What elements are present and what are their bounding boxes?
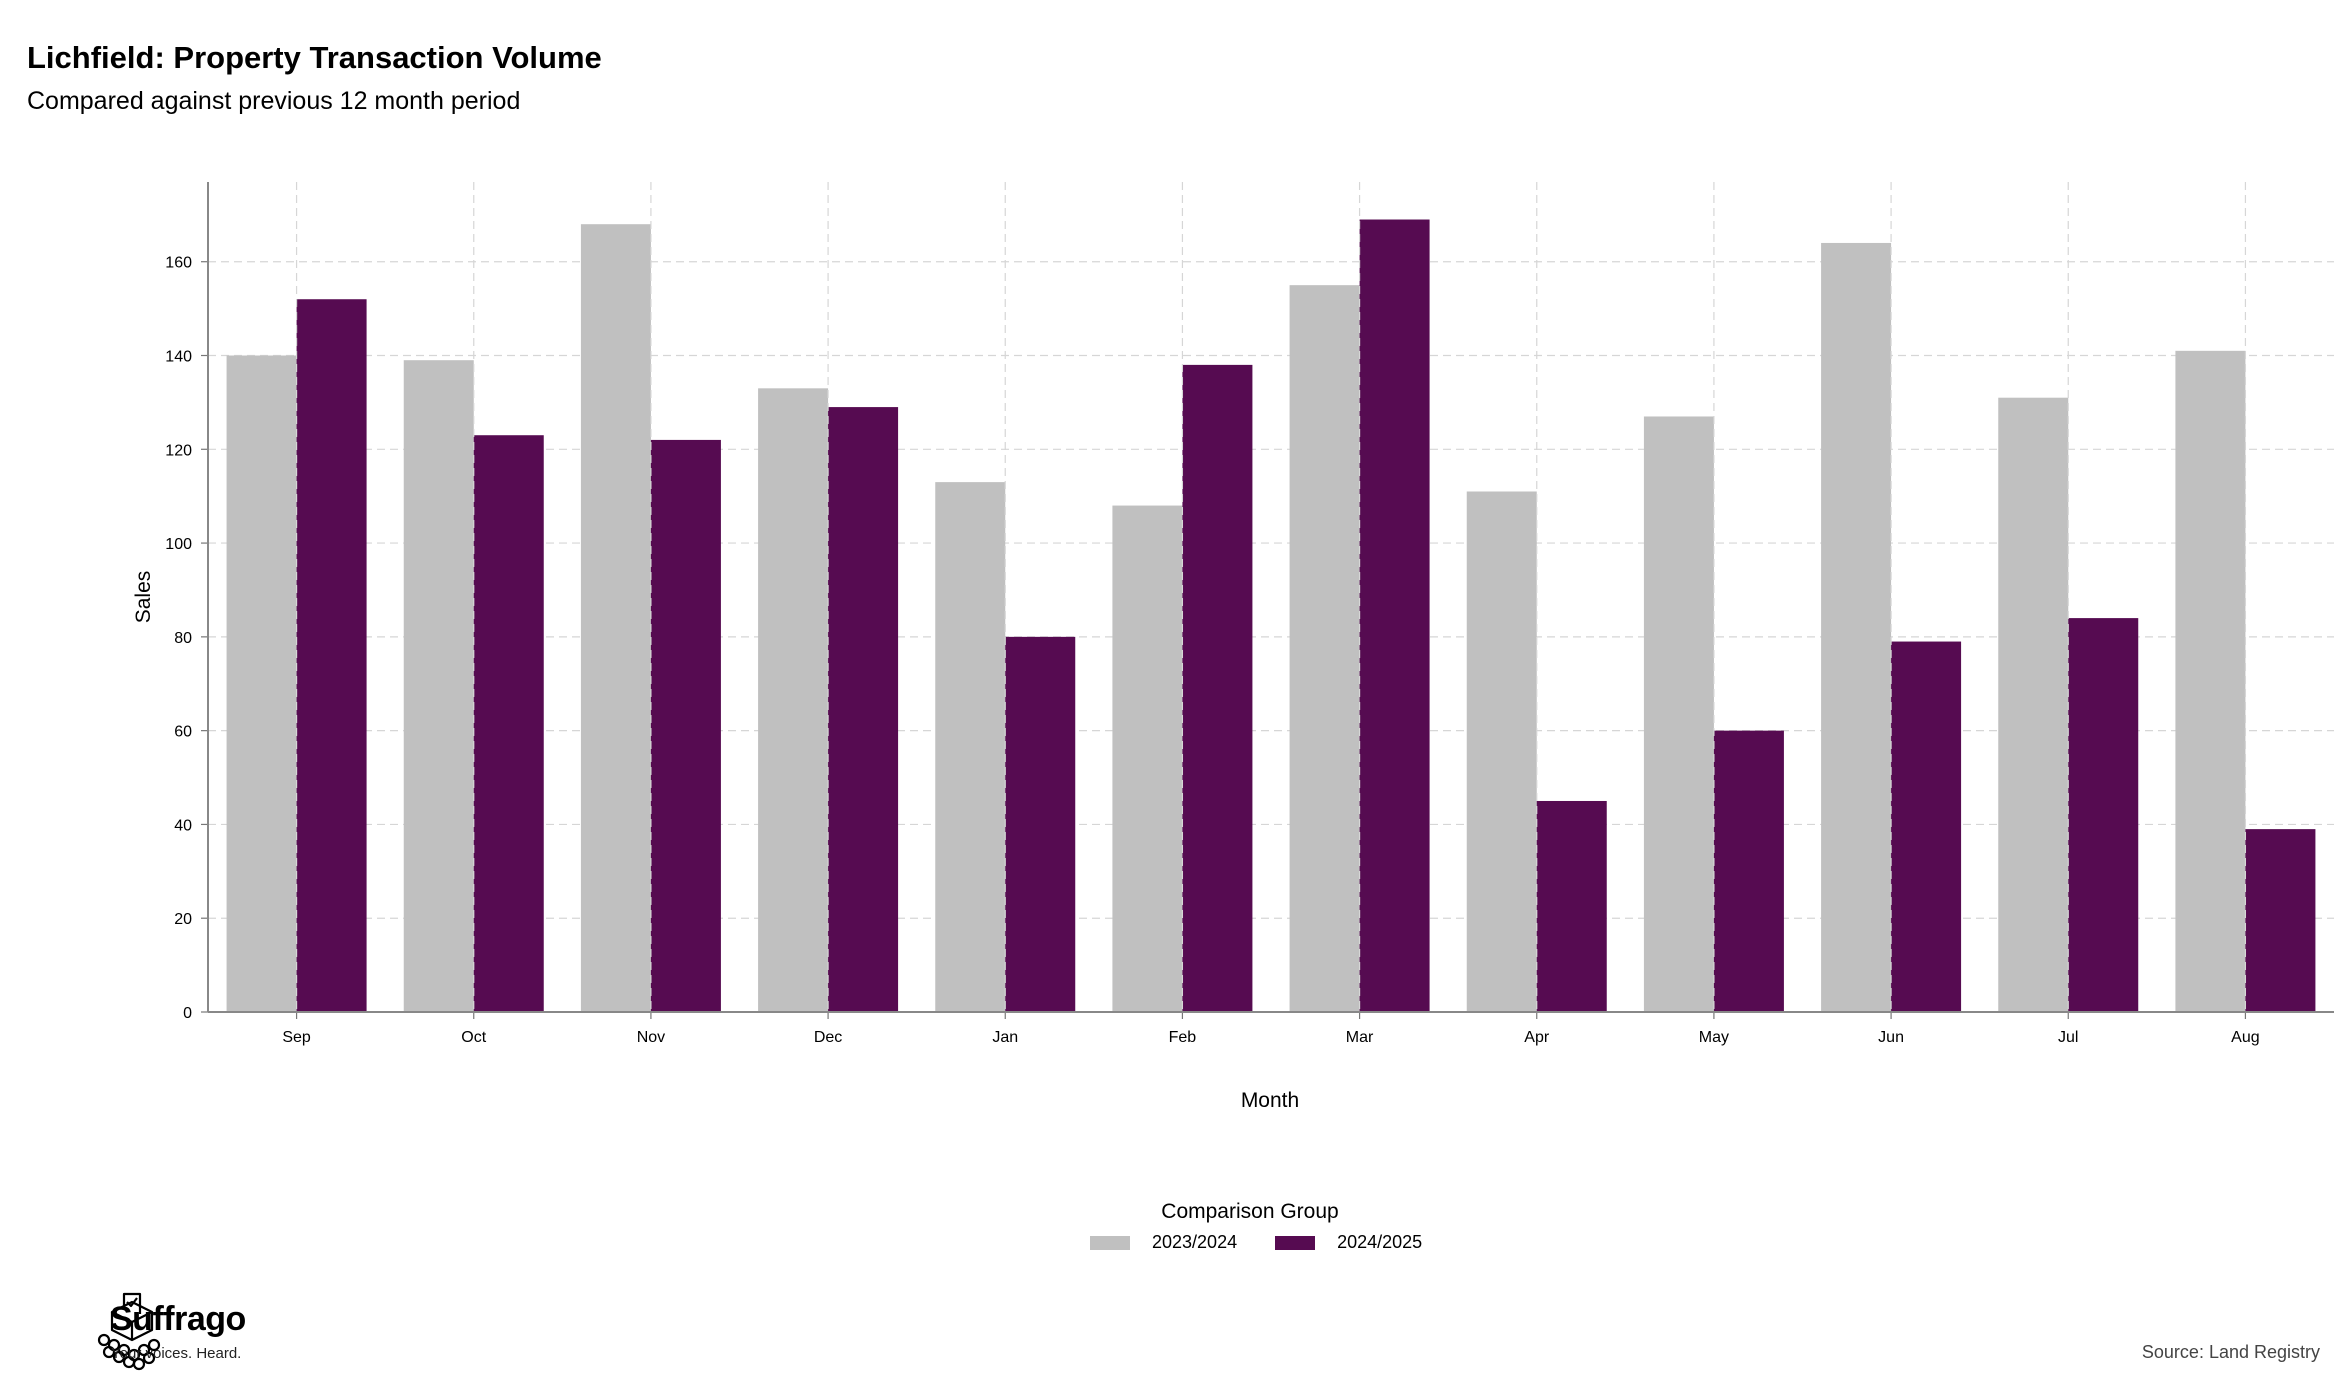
y-tick-label: 100 xyxy=(165,536,192,553)
bar-2024-2025-may xyxy=(1713,730,1784,1012)
bar-2024-2025-jan xyxy=(1005,636,1076,1012)
bar-2024-2025-aug xyxy=(2245,829,2316,1012)
x-tick-label: Aug xyxy=(2231,1029,2259,1046)
legend: Comparison Group 2023/2024 2024/2025 xyxy=(1090,1200,1450,1253)
x-axis-title: Month xyxy=(1241,1089,1299,1112)
ballot-box-logo-icon xyxy=(97,1292,161,1371)
bar-2024-2025-jun xyxy=(1891,641,1962,1012)
legend-label-2024-2025: 2024/2025 xyxy=(1337,1232,1423,1252)
chart-subtitle: Compared against previous 12 month perio… xyxy=(27,87,521,115)
x-tick-label: Mar xyxy=(1346,1029,1374,1046)
bar-2023-2024-nov xyxy=(580,224,651,1013)
source-note: Source: Land Registry xyxy=(2141,1342,2320,1362)
bar-chart: 0 20 40 60 80 100 120 140 160 Sep Oct Nov Dec Jan Feb M… xyxy=(132,182,2334,1112)
bar-2024-2025-apr xyxy=(1536,800,1607,1012)
bar-2023-2024-dec xyxy=(758,388,829,1012)
bar-2023-2024-sep xyxy=(226,355,297,1013)
y-tick-label: 160 xyxy=(165,255,192,272)
chart-title: Lichfield: Property Transaction Volume xyxy=(27,40,602,75)
x-tick-label: Jul xyxy=(2058,1029,2078,1046)
bar-2023-2024-apr xyxy=(1466,491,1537,1012)
y-axis-title: Sales xyxy=(132,571,155,624)
bar-2024-2025-oct xyxy=(473,435,544,1012)
x-tick-label: Jun xyxy=(1878,1029,1904,1046)
bar-2023-2024-jun xyxy=(1821,242,1892,1012)
bar-2024-2025-nov xyxy=(650,439,721,1012)
legend-label-2023-2024: 2023/2024 xyxy=(1152,1232,1238,1252)
bar-2024-2025-feb xyxy=(1182,364,1253,1012)
bar-2023-2024-may xyxy=(1643,416,1714,1013)
bar-2023-2024-jul xyxy=(1998,397,2069,1013)
bar-2024-2025-mar xyxy=(1359,219,1430,1012)
x-tick-label: Feb xyxy=(1169,1029,1197,1046)
brand-name: Suffrago xyxy=(110,1300,246,1338)
y-tick-label: 140 xyxy=(165,349,192,366)
bar-2024-2025-sep xyxy=(296,299,367,1012)
bar-2023-2024-oct xyxy=(403,360,474,1012)
y-tick-label: 20 xyxy=(174,911,192,928)
bar-2023-2024-jan xyxy=(935,482,1006,1012)
legend-item-2024-2025: 2024/2025 xyxy=(1275,1232,1422,1253)
brand-tagline: Your voices. Heard. xyxy=(111,1345,242,1362)
x-tick-label: Jan xyxy=(992,1029,1018,1046)
y-tick-label: 0 xyxy=(183,1005,192,1022)
x-tick-label: Apr xyxy=(1524,1029,1550,1046)
legend-item-2023-2024: 2023/2024 xyxy=(1090,1232,1237,1253)
y-tick-label: 80 xyxy=(174,630,192,647)
bar-2024-2025-jul xyxy=(2068,618,2139,1012)
bar-2023-2024-feb xyxy=(1112,505,1183,1012)
bar-2023-2024-aug xyxy=(2175,350,2246,1012)
legend-title: Comparison Group xyxy=(1161,1200,1339,1223)
y-tick-label: 60 xyxy=(174,724,192,741)
y-tick-label: 120 xyxy=(165,442,192,459)
x-tick-label: Oct xyxy=(461,1029,486,1046)
x-tick-label: Nov xyxy=(637,1029,665,1046)
y-tick-label: 40 xyxy=(174,817,192,834)
legend-swatch-2023-2024 xyxy=(1090,1235,1130,1250)
x-tick-label: Sep xyxy=(282,1029,311,1046)
x-tick-label: Dec xyxy=(814,1029,842,1046)
bar-2023-2024-mar xyxy=(1289,285,1360,1013)
legend-swatch-2024-2025 xyxy=(1275,1235,1316,1250)
bar-2024-2025-dec xyxy=(828,407,899,1013)
x-tick-label: May xyxy=(1699,1029,1729,1046)
